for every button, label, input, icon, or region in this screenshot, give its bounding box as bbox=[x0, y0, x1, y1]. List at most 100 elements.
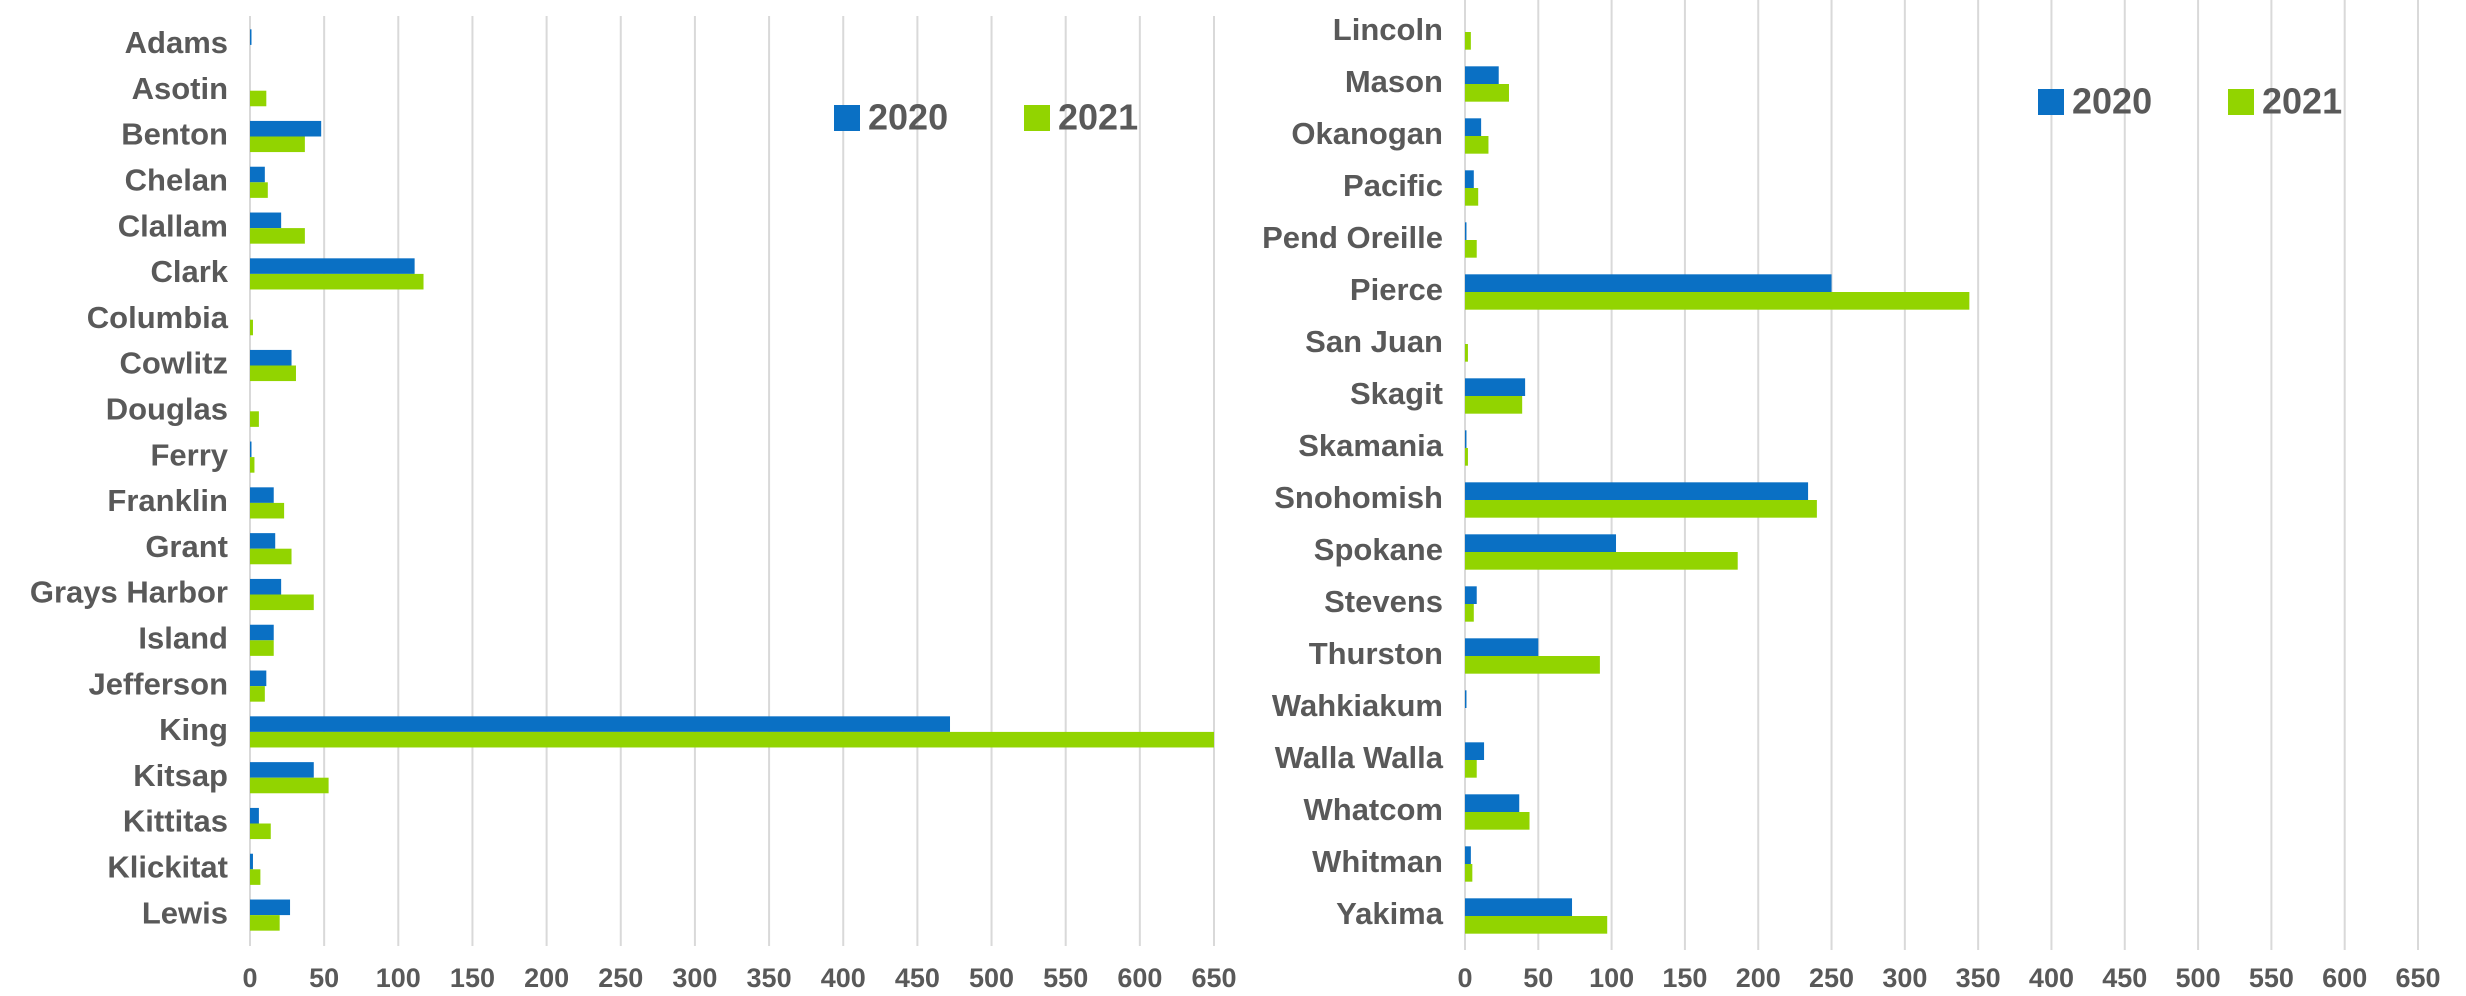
bar bbox=[250, 349, 292, 366]
bar bbox=[250, 166, 265, 183]
bar bbox=[1465, 170, 1474, 188]
bar bbox=[1465, 32, 1471, 50]
bar bbox=[1465, 846, 1471, 864]
bar bbox=[1465, 222, 1467, 240]
bar bbox=[1465, 292, 1970, 310]
bar bbox=[250, 823, 271, 840]
category-label: Ferry bbox=[150, 437, 228, 472]
category-label: Island bbox=[138, 620, 228, 655]
category-label: Snohomish bbox=[1274, 480, 1443, 515]
category-label: Mason bbox=[1345, 64, 1443, 99]
bar bbox=[250, 365, 296, 382]
category-label: Adams bbox=[125, 25, 228, 60]
bar bbox=[1465, 534, 1617, 552]
x-tick-label: 100 bbox=[376, 963, 421, 991]
bar bbox=[1465, 604, 1474, 622]
bar bbox=[1465, 448, 1468, 466]
x-tick-label: 650 bbox=[1191, 963, 1236, 991]
category-label: Klickitat bbox=[107, 849, 228, 884]
bar bbox=[1465, 812, 1530, 830]
bar bbox=[1465, 482, 1809, 500]
category-label: Skamania bbox=[1298, 428, 1444, 463]
x-tick-label: 50 bbox=[309, 963, 339, 991]
bar bbox=[250, 548, 292, 565]
bar bbox=[1465, 586, 1477, 604]
bar bbox=[1465, 760, 1477, 778]
bar bbox=[250, 533, 276, 549]
bar bbox=[1465, 274, 1832, 292]
legend-label: 2020 bbox=[2072, 81, 2152, 122]
x-tick-label: 350 bbox=[747, 963, 792, 991]
bar bbox=[250, 640, 274, 656]
legend-swatch bbox=[1024, 105, 1050, 131]
x-tick-label: 500 bbox=[969, 963, 1014, 991]
bar bbox=[1465, 500, 1817, 518]
category-label: Franklin bbox=[107, 483, 228, 518]
x-tick-label: 550 bbox=[2249, 963, 2294, 991]
category-label: Columbia bbox=[87, 300, 229, 335]
category-label: Clark bbox=[150, 254, 228, 289]
legend-swatch bbox=[2228, 89, 2254, 115]
bar bbox=[250, 29, 252, 45]
bar bbox=[1465, 118, 1482, 136]
x-tick-label: 50 bbox=[1523, 963, 1553, 991]
bar bbox=[250, 686, 265, 702]
category-label: Chelan bbox=[125, 162, 228, 197]
bar bbox=[1465, 188, 1479, 206]
bar bbox=[250, 411, 259, 427]
bar bbox=[250, 777, 329, 794]
category-label: Benton bbox=[121, 117, 228, 152]
category-label: Cowlitz bbox=[120, 346, 229, 381]
category-label: Clallam bbox=[118, 208, 228, 243]
category-label: Whatcom bbox=[1304, 792, 1444, 827]
bar bbox=[1465, 898, 1573, 916]
bar bbox=[250, 731, 1214, 748]
category-label: King bbox=[159, 712, 228, 747]
bar bbox=[250, 899, 291, 916]
bar bbox=[250, 502, 285, 519]
bar bbox=[250, 136, 305, 153]
x-tick-label: 400 bbox=[821, 963, 866, 991]
category-label: Thurston bbox=[1309, 636, 1443, 671]
bar bbox=[250, 441, 252, 458]
legend-label: 2021 bbox=[1058, 97, 1138, 138]
bar bbox=[1465, 396, 1523, 414]
bar bbox=[250, 120, 322, 137]
bar bbox=[250, 716, 951, 732]
legend-label: 2021 bbox=[2262, 81, 2342, 122]
category-label: Douglas bbox=[106, 391, 228, 426]
bar bbox=[250, 273, 424, 290]
x-tick-label: 150 bbox=[1662, 963, 1707, 991]
bar bbox=[250, 869, 261, 885]
bar bbox=[250, 578, 282, 595]
legend-label: 2020 bbox=[868, 97, 948, 138]
bar bbox=[1465, 378, 1526, 396]
x-tick-label: 300 bbox=[1882, 963, 1927, 991]
x-tick-label: 200 bbox=[1736, 963, 1781, 991]
bar bbox=[250, 228, 305, 244]
bar bbox=[1465, 656, 1600, 674]
bar bbox=[1465, 552, 1738, 570]
bar bbox=[1465, 916, 1608, 934]
category-label: Pend Oreille bbox=[1262, 220, 1443, 255]
category-label: Jefferson bbox=[88, 666, 228, 701]
category-label: Asotin bbox=[132, 71, 228, 106]
bar bbox=[250, 807, 259, 824]
bar bbox=[250, 212, 282, 229]
bar bbox=[1465, 66, 1499, 84]
x-tick-label: 300 bbox=[672, 963, 717, 991]
category-label: Yakima bbox=[1336, 896, 1444, 931]
bar bbox=[1465, 344, 1468, 362]
bar bbox=[1465, 864, 1473, 882]
bar bbox=[1465, 84, 1509, 102]
x-tick-label: 100 bbox=[1589, 963, 1634, 991]
bar bbox=[1465, 430, 1467, 448]
category-label: Kittitas bbox=[123, 804, 228, 839]
bar bbox=[250, 258, 415, 274]
bar bbox=[1465, 638, 1539, 656]
x-tick-label: 150 bbox=[450, 963, 495, 991]
bar bbox=[250, 319, 253, 336]
x-tick-label: 400 bbox=[2029, 963, 2074, 991]
category-label: Walla Walla bbox=[1275, 740, 1444, 775]
